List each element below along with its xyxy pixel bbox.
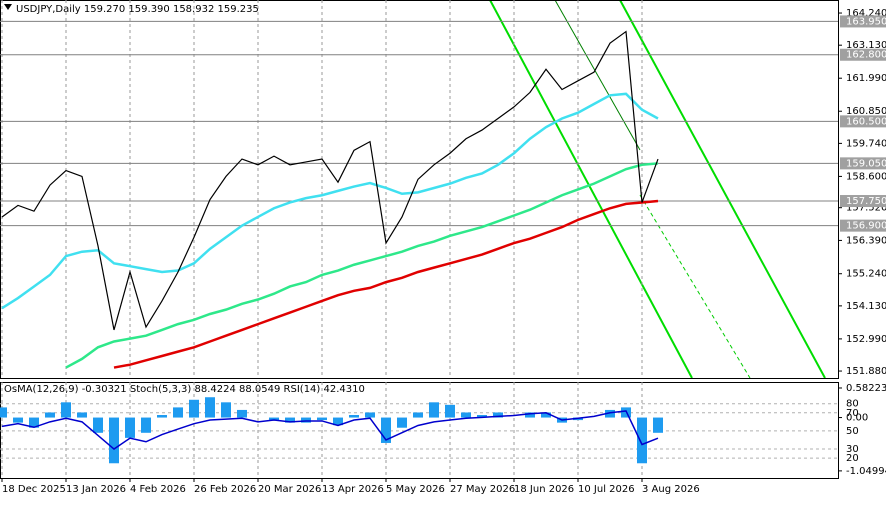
- y2-tick-label: 50: [846, 426, 859, 437]
- x-tick-label: 13 Jan 2026: [66, 484, 126, 495]
- y-tick-label: 163.130: [846, 40, 886, 51]
- histogram-bar: [93, 417, 103, 433]
- header-icon: [4, 4, 12, 10]
- histogram-bar: [221, 402, 231, 418]
- histogram-bar: [109, 417, 119, 464]
- chart-header: USDJPY,Daily 159.270 159.390 158.932 159…: [16, 4, 259, 15]
- level-label-box: [840, 195, 886, 208]
- y-tick-label: 164.240: [846, 8, 886, 19]
- histogram-bar: [349, 415, 359, 418]
- histogram-bar: [397, 417, 407, 428]
- histogram-bar: [301, 417, 311, 423]
- histogram-bar: [205, 397, 215, 418]
- histogram-bar: [189, 399, 199, 418]
- histogram-bar: [125, 417, 135, 438]
- histogram-bar: [157, 415, 167, 418]
- y-tick-label: 159.740: [846, 138, 886, 149]
- x-tick-label: 4 Feb 2026: [130, 484, 186, 495]
- x-tick-label: 20 Mar 2026: [258, 484, 321, 495]
- histogram-bar: [653, 417, 663, 433]
- indicator-line: [1, 410, 659, 450]
- histogram-bar: [77, 412, 87, 418]
- price-line: [113, 199, 659, 369]
- y-tick-label: -1.04994: [846, 466, 886, 477]
- y-tick-label: 155.240: [846, 269, 886, 280]
- y2-tick-label: 80: [846, 399, 859, 410]
- x-tick-label: 18 Dec 2025: [2, 484, 66, 495]
- histogram-bar: [461, 412, 471, 418]
- level-label: 163.950: [846, 16, 886, 27]
- histogram-bar: [285, 417, 295, 423]
- x-tick-label: 10 Jul 2026: [578, 484, 635, 495]
- y-tick-label: 0.00: [846, 413, 868, 424]
- histogram-bar: [0, 407, 7, 418]
- histogram-bar: [45, 412, 55, 418]
- y2-tick-label: 70: [846, 408, 859, 419]
- level-label: 160.500: [846, 116, 886, 127]
- y2-tick-label: 30: [846, 444, 859, 455]
- main-frame: [0, 0, 839, 379]
- histogram-bar: [237, 409, 247, 418]
- histogram-bar: [637, 417, 647, 464]
- y-tick-label: 157.520: [846, 203, 886, 214]
- level-label-box: [840, 219, 886, 232]
- histogram-bar: [365, 412, 375, 418]
- histogram-bar: [493, 412, 503, 418]
- y-tick-label: 156.390: [846, 235, 886, 246]
- price-line: [1, 92, 659, 310]
- histogram-bar: [429, 402, 439, 418]
- level-label: 157.750: [846, 196, 886, 207]
- y-tick-label: 160.850: [846, 106, 886, 117]
- histogram-bar: [13, 417, 23, 423]
- y-tick-label: 0.58223: [846, 383, 886, 394]
- x-tick-label: 26 Feb 2026: [194, 484, 256, 495]
- x-tick-label: 3 Aug 2026: [642, 484, 700, 495]
- x-tick-label: 18 Jun 2026: [514, 484, 574, 495]
- y-tick-label: 151.880: [846, 366, 886, 377]
- indicator-header: OsMA(12,26,9) -0.30321 Stoch(5,3,3) 88.4…: [4, 384, 365, 395]
- level-label: 162.800: [846, 50, 886, 61]
- channel-line: [619, 0, 826, 379]
- histogram-bar: [445, 404, 455, 418]
- histogram-bar: [317, 417, 327, 421]
- x-tick-label: 5 May 2026: [386, 484, 445, 495]
- y2-tick-label: 20: [846, 453, 859, 464]
- histogram-bar: [525, 412, 535, 418]
- y-tick-label: 161.990: [846, 73, 886, 84]
- x-tick-label: 27 May 2026: [450, 484, 515, 495]
- histogram-bar: [333, 417, 343, 426]
- histogram-bar: [61, 402, 71, 418]
- x-tick-label: 13 Apr 2026: [322, 484, 384, 495]
- histogram-bar: [477, 415, 487, 418]
- level-label-box: [840, 15, 886, 28]
- histogram-bar: [141, 417, 151, 433]
- level-label: 156.900: [846, 221, 886, 232]
- price-line: [65, 162, 659, 369]
- y-tick-label: 152.990: [846, 334, 886, 345]
- y-tick-label: 154.130: [846, 301, 886, 312]
- level-label-box: [840, 48, 886, 61]
- level-label-box: [840, 157, 886, 170]
- histogram-bar: [173, 407, 183, 418]
- histogram-bar: [541, 412, 551, 418]
- price-line: [1, 30, 659, 331]
- channel-line: [489, 0, 693, 379]
- histogram-bar: [29, 417, 39, 428]
- channel-line: [554, 0, 641, 151]
- histogram-bar: [605, 409, 615, 418]
- level-label-box: [840, 115, 886, 128]
- level-label: 159.050: [846, 158, 886, 169]
- histogram-bar: [269, 417, 279, 421]
- histogram-bar: [381, 417, 391, 443]
- histogram-bar: [413, 412, 423, 418]
- y-tick-label: 158.600: [846, 171, 886, 182]
